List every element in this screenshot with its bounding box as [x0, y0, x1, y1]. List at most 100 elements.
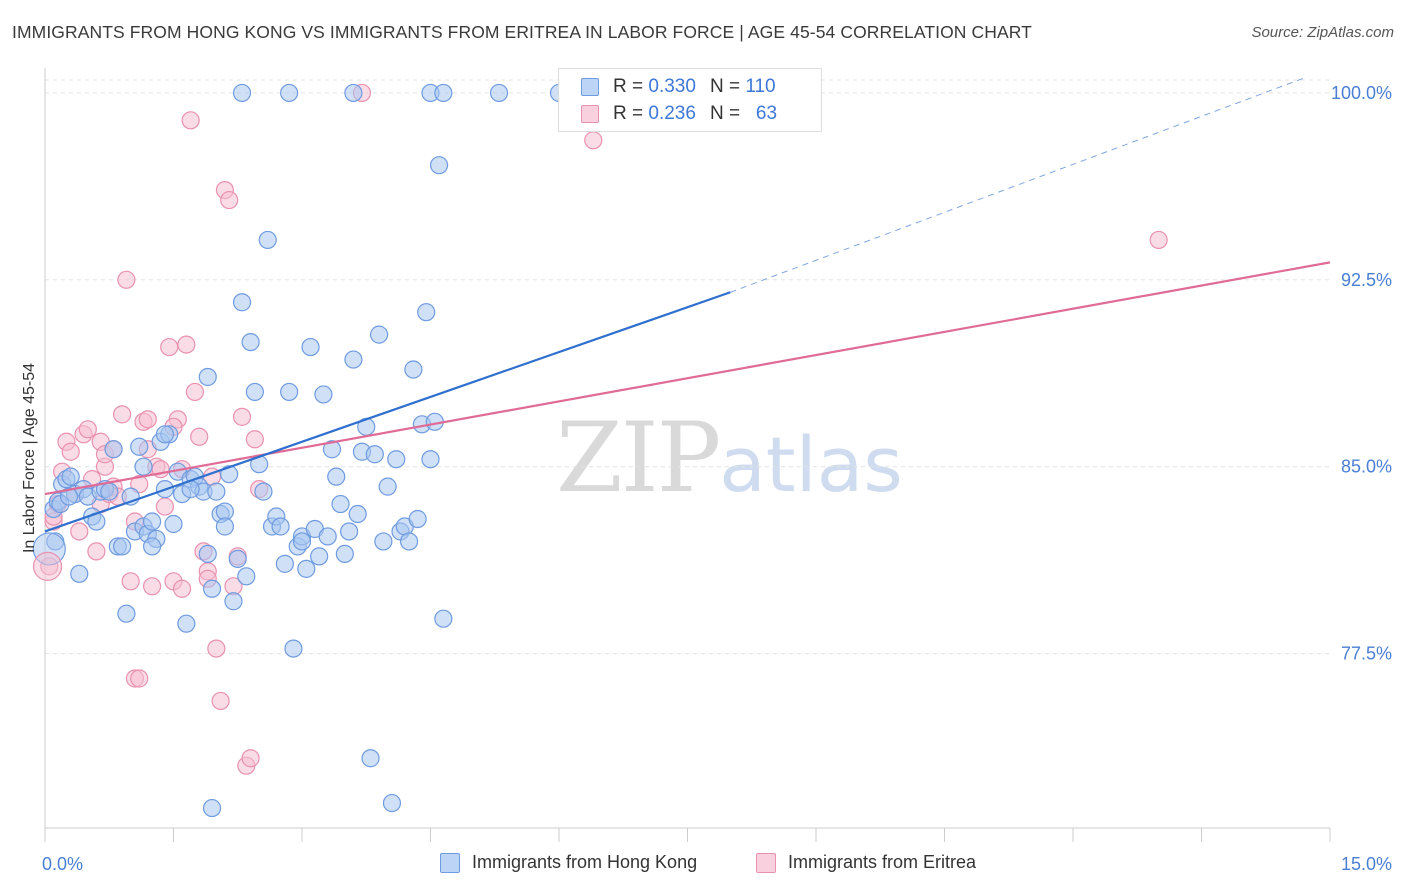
- legend-n-value-pink: 63: [755, 103, 778, 124]
- hong-kong-point: [361, 749, 380, 768]
- hong-kong-point: [344, 350, 363, 369]
- eritrea-point: [117, 270, 136, 289]
- hong-kong-point: [421, 450, 440, 469]
- hong-kong-point: [245, 382, 264, 402]
- hong-kong-point: [70, 564, 89, 583]
- bottom-legend-hong-kong: Immigrants from Hong Kong: [440, 852, 697, 873]
- x-tick-label: 15.0%: [1341, 854, 1392, 874]
- hong-kong-point: [434, 83, 453, 103]
- hong-kong-point: [382, 793, 402, 813]
- hong-kong-point: [314, 385, 333, 404]
- hong-kong-point: [142, 537, 162, 556]
- legend-swatch-blue: [581, 78, 599, 96]
- hong-kong-point: [237, 567, 256, 586]
- legend-n-label-blue: N =: [709, 76, 741, 97]
- eritrea-trend-line: [44, 261, 1331, 496]
- hong-kong-point: [177, 614, 196, 633]
- eritrea-point: [190, 427, 209, 446]
- hong-kong-point: [297, 559, 316, 578]
- hong-kong-point: [202, 798, 222, 818]
- eritrea-point: [241, 749, 260, 768]
- y-tick-label: 100.0%: [1331, 83, 1392, 103]
- eritrea-point: [177, 335, 196, 354]
- legend-row-blue: R = 0.330 N = 110: [581, 74, 776, 100]
- hong-kong-point: [215, 517, 234, 536]
- hong-kong-point: [310, 547, 329, 566]
- source-credit: Source: ZipAtlas.com: [1251, 24, 1394, 41]
- legend-r-label-pink: R =: [613, 103, 644, 124]
- chart-title: IMMIGRANTS FROM HONG KONG VS IMMIGRANTS …: [12, 22, 1032, 42]
- eritrea-point: [87, 542, 106, 561]
- eritrea-point: [130, 475, 149, 494]
- hong-kong-point: [112, 537, 132, 556]
- hong-kong-point: [429, 156, 449, 175]
- eritrea-point: [142, 577, 162, 596]
- watermark-atlas: atlas: [719, 420, 903, 509]
- hong-kong-point: [271, 517, 290, 536]
- y-tick-label: 85.0%: [1341, 457, 1392, 477]
- hong-kong-point: [327, 467, 346, 486]
- y-tick-label: 92.5%: [1341, 270, 1392, 290]
- hong-kong-point: [318, 527, 337, 546]
- eritrea-point: [584, 131, 603, 150]
- eritrea-point: [172, 579, 192, 598]
- hong-kong-point: [489, 83, 509, 103]
- hong-kong-point: [232, 293, 252, 312]
- hong-kong-point: [284, 639, 303, 658]
- legend-r-value-blue: 0.330: [648, 76, 696, 97]
- hong-kong-point: [164, 514, 183, 534]
- bottom-legend-swatch-blue: [440, 852, 460, 873]
- hong-kong-point: [100, 482, 119, 501]
- eritrea-point: [181, 111, 200, 130]
- eritrea-point: [207, 639, 226, 658]
- zipatlas-watermark: ZIPatlas: [556, 402, 903, 514]
- hong-kong-point: [348, 504, 367, 524]
- watermark-zip: ZIP: [556, 402, 721, 514]
- hong-kong-point: [280, 83, 299, 103]
- legend-r-label-blue: R =: [613, 76, 644, 97]
- eritrea-point: [160, 337, 179, 357]
- hong-kong-point: [331, 494, 350, 514]
- bottom-legend-eritrea: Immigrants from Eritrea: [756, 852, 976, 873]
- eritrea-point: [121, 572, 140, 591]
- legend-n-label-pink: N =: [709, 103, 741, 124]
- hong-kong-point: [340, 522, 359, 541]
- hong-kong-point: [365, 445, 384, 464]
- hong-kong-point: [254, 482, 273, 501]
- eritrea-point: [220, 190, 239, 210]
- eritrea-point: [70, 522, 89, 541]
- legend-swatch-pink: [581, 105, 599, 123]
- hong-kong-point: [417, 303, 436, 322]
- eritrea-point: [232, 407, 252, 426]
- hong-kong-point: [224, 592, 243, 611]
- hong-kong-point: [207, 482, 226, 501]
- eritrea-point: [211, 691, 230, 711]
- hong-kong-point: [142, 512, 162, 531]
- hong-kong-point: [434, 609, 453, 628]
- hong-kong-point: [155, 425, 175, 444]
- eritrea-point: [61, 442, 80, 461]
- hong-kong-point: [61, 467, 80, 486]
- eritrea-point: [245, 430, 264, 449]
- hong-kong-point: [198, 544, 217, 564]
- hong-kong-point: [130, 437, 149, 456]
- hong-kong-point: [134, 457, 153, 476]
- hong-kong-point: [202, 579, 222, 598]
- hong-kong-point: [241, 332, 260, 352]
- eritrea-point: [185, 382, 205, 402]
- y-tick-label: 77.5%: [1341, 644, 1392, 664]
- hong-kong-trend-line: [44, 291, 731, 533]
- hong-kong-point: [228, 549, 247, 568]
- hong-kong-point: [404, 360, 423, 379]
- hong-kong-trend-extension: [730, 77, 1305, 293]
- hong-kong-point: [104, 440, 123, 459]
- hong-kong-point: [322, 440, 342, 459]
- x-tick-label: 0.0%: [42, 854, 83, 874]
- eritrea-point: [155, 497, 175, 516]
- hong-kong-point: [370, 325, 389, 344]
- eritrea-point: [138, 410, 157, 429]
- bottom-legend-swatch-pink: [756, 852, 776, 873]
- eritrea-point: [130, 669, 149, 688]
- hong-kong-point: [258, 230, 277, 250]
